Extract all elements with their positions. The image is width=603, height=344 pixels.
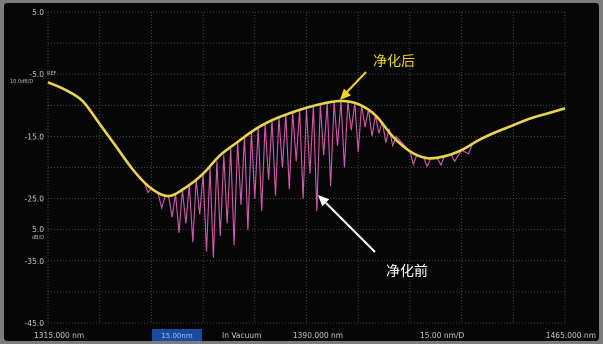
center-wavelength: 1390.000 nm bbox=[293, 331, 343, 340]
annotation-after: 净化后 bbox=[373, 54, 415, 70]
ref-label: REF bbox=[47, 71, 57, 77]
arrow-before-head bbox=[318, 195, 330, 207]
y-axis-labels: 5.0 -5.0 -15.0 -25.0 -35.0 -45.0 bbox=[25, 8, 45, 328]
left-note-unit: dB/D bbox=[32, 235, 44, 241]
y-scale-label: 10.0dB/D bbox=[10, 79, 33, 85]
x-scale-label: 15.00 nm/D bbox=[420, 331, 464, 340]
arrow-after-shaft bbox=[345, 71, 367, 94]
arrow-after-head bbox=[340, 88, 351, 100]
start-wavelength: 1315.000 nm bbox=[34, 331, 84, 340]
y-tick-label: -5.0 bbox=[29, 70, 44, 79]
left-note-value: 5.0 bbox=[32, 225, 44, 234]
span-box[interactable] bbox=[152, 329, 202, 341]
medium-label: In Vacuum bbox=[222, 331, 261, 340]
arrow-before-shaft bbox=[325, 202, 376, 253]
y-tick-label: -25.0 bbox=[25, 195, 45, 204]
y-tick-label: 5.0 bbox=[32, 8, 44, 17]
annotation-before: 净化前 bbox=[386, 263, 428, 280]
stop-wavelength: 1465.000 nm bbox=[546, 331, 596, 340]
series-line-after bbox=[47, 81, 566, 198]
display-panel bbox=[4, 3, 599, 341]
plot-grid bbox=[47, 11, 566, 324]
y-tick-label: -35.0 bbox=[25, 257, 45, 266]
y-tick-label: -45.0 bbox=[25, 319, 45, 328]
y-tick-label: -15.0 bbox=[25, 132, 45, 141]
span-value: 15.00nm bbox=[161, 332, 192, 340]
